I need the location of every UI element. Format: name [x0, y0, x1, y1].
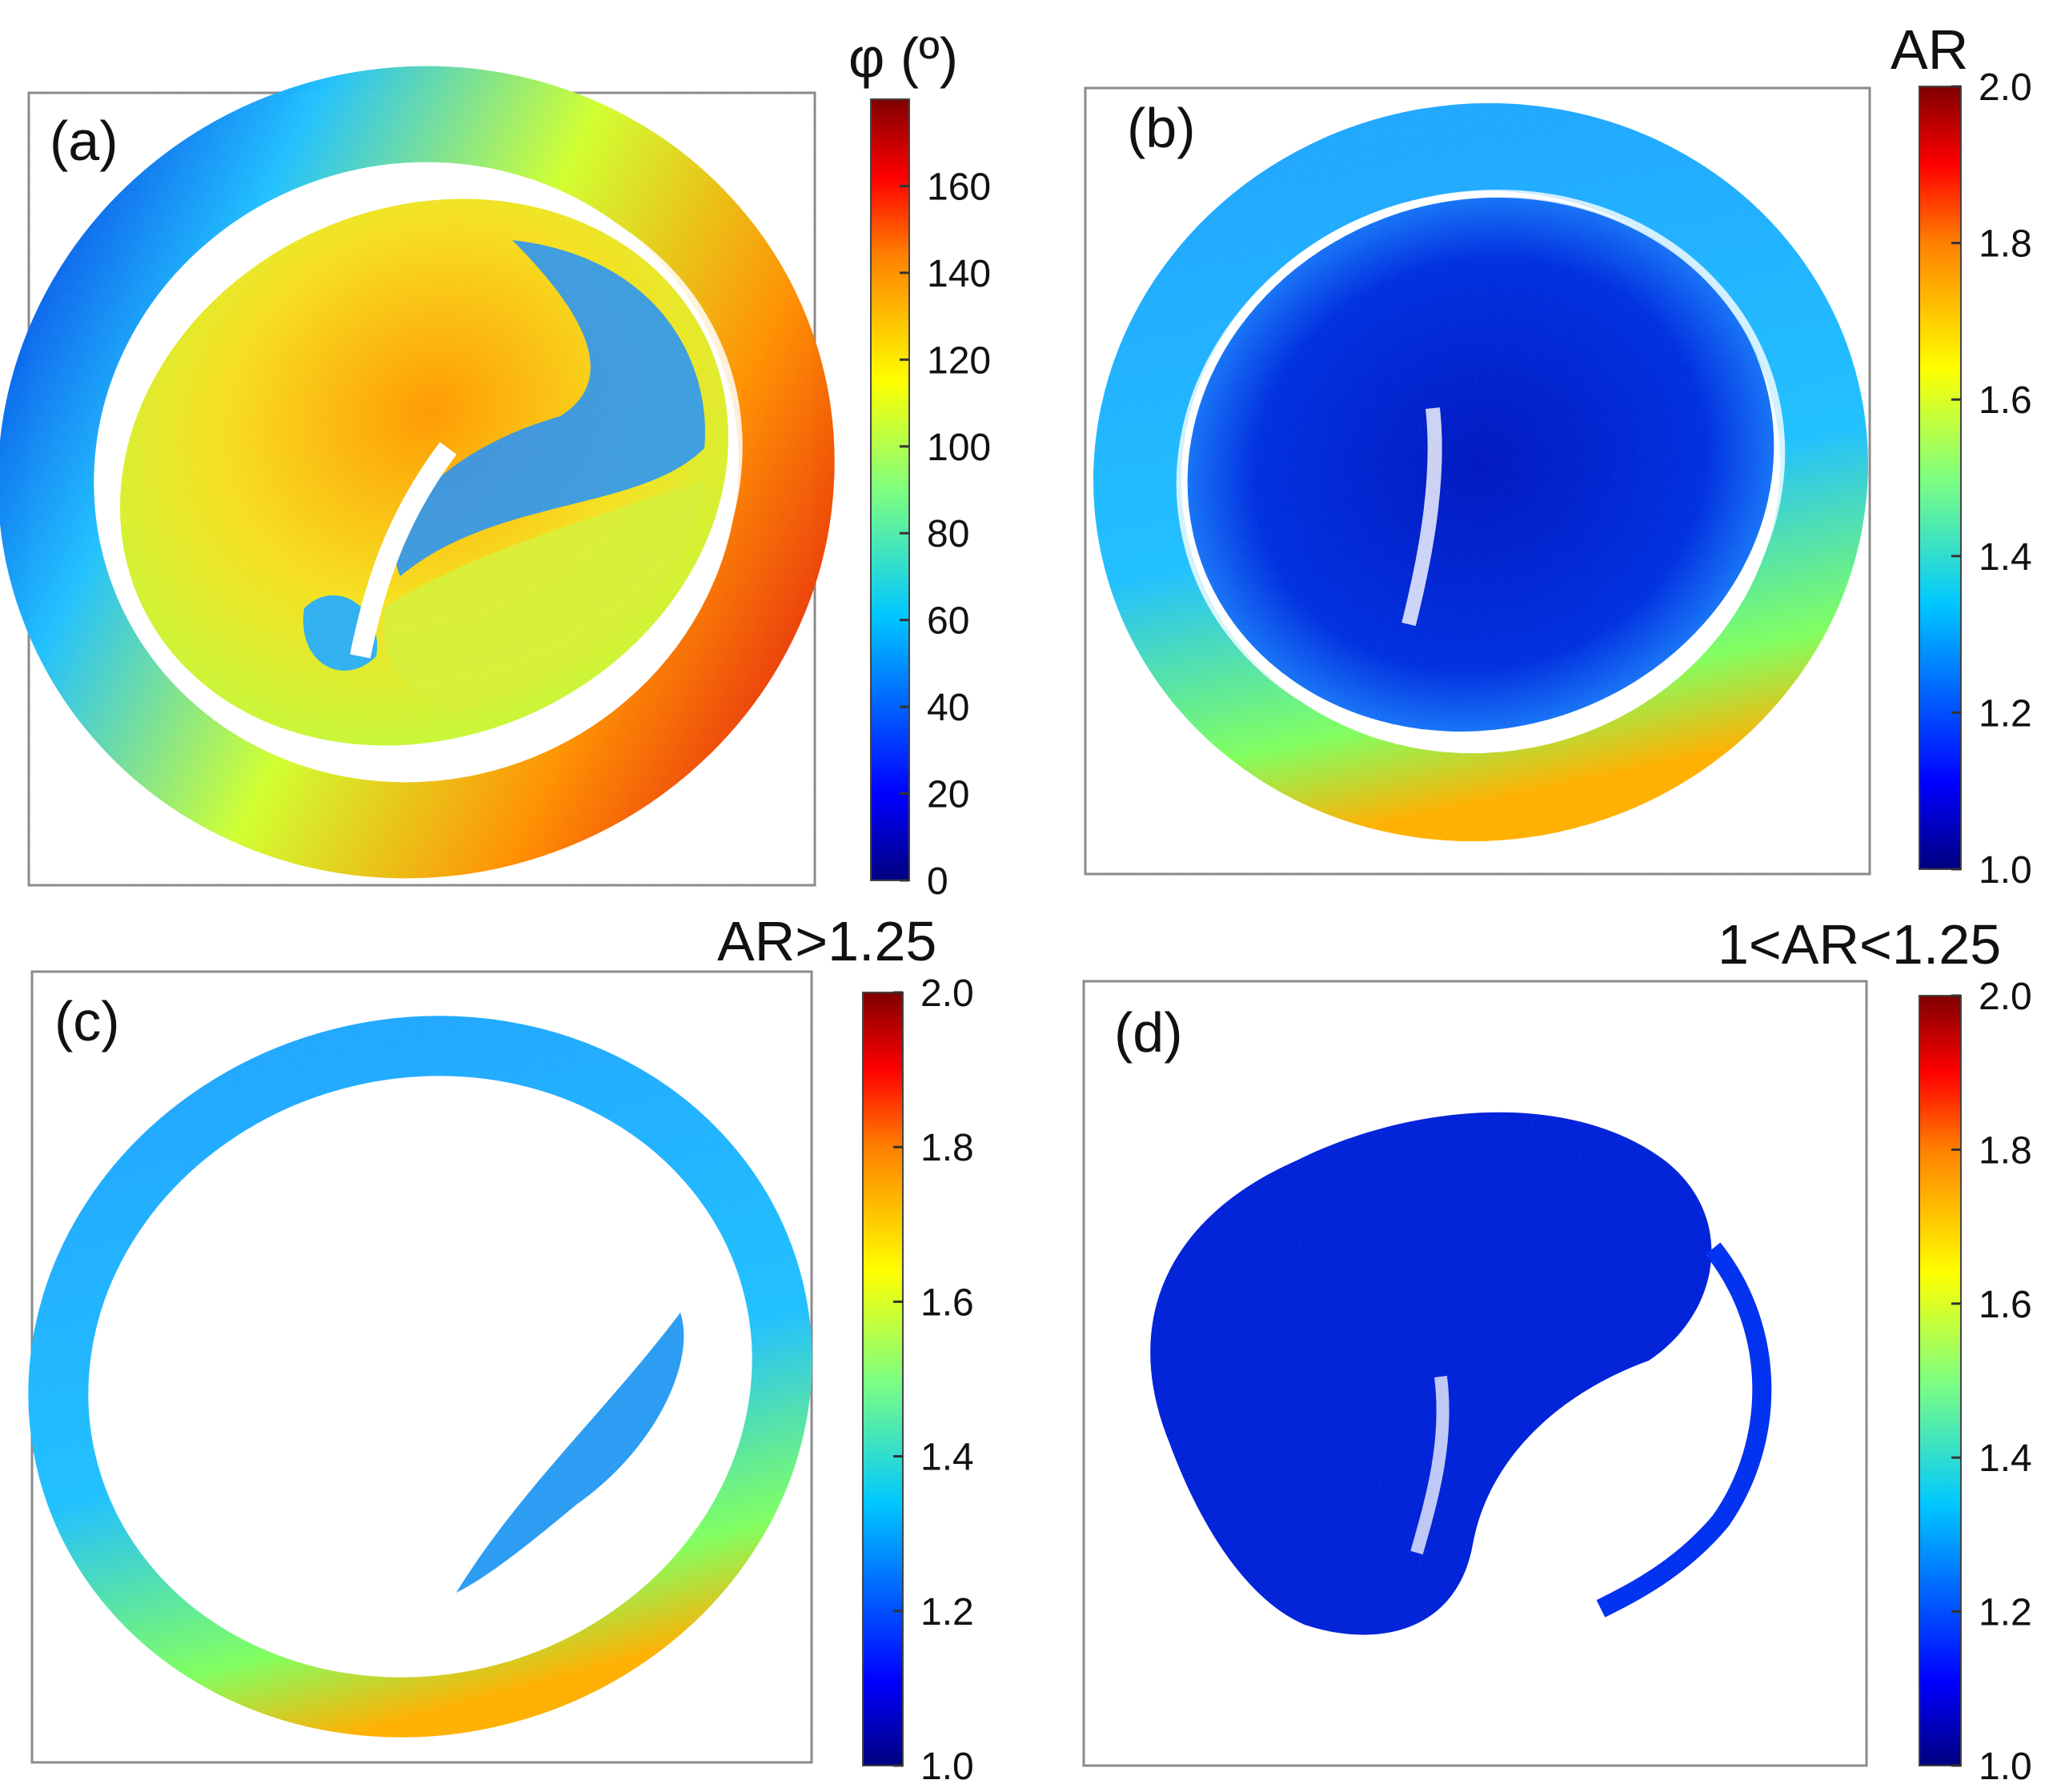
- colorbar-tick-label: 1.6: [1979, 379, 2032, 422]
- colorbar-tick-label: 160: [927, 166, 991, 208]
- panel-label-d: (d): [1114, 1001, 1183, 1064]
- colorbar-a-title: φ (º): [848, 26, 958, 89]
- ar-high-heatmap: [28, 972, 812, 1762]
- panel-label-b: (b): [1127, 97, 1196, 159]
- colorbar-tick-label: 1.6: [920, 1281, 974, 1324]
- grain-overlay-d: [1084, 981, 1867, 1766]
- colorbar-a-ticks: 0 20 40 60 80 100 120 140 160: [900, 166, 991, 903]
- colorbar-tick-label: 1.2: [1979, 692, 2032, 735]
- colorbar-b-gradient: [1919, 86, 1961, 869]
- colorbar-tick-label: 0: [927, 860, 948, 903]
- phi-heatmap: [0, 66, 835, 885]
- colorbar-tick-label: 80: [927, 513, 969, 555]
- colorbar-tick-label: 1.6: [1979, 1284, 2032, 1326]
- grain-overlay-a: [29, 93, 815, 885]
- panel-d: (d) 1<AR<1.25 1.0 1.2 1.4 1.6 1.8 2.0: [1082, 913, 2032, 1788]
- panel-b: (b) AR 1.0 1.2 1.4 1.6 1.8 2.0: [1084, 18, 2032, 892]
- colorbar-tick-label: 1.8: [1979, 223, 2032, 266]
- colorbar-tick-label: 1.2: [1979, 1592, 2032, 1634]
- colorbar-b: AR 1.0 1.2 1.4 1.6 1.8 2.0: [1891, 18, 2032, 892]
- colorbar-tick-label: 1.0: [920, 1746, 974, 1788]
- ar-heatmap: [1085, 88, 1870, 874]
- colorbar-tick-label: 140: [927, 253, 991, 295]
- panel-label-c: (c): [54, 990, 120, 1052]
- colorbar-tick-label: 1.8: [1979, 1129, 2032, 1172]
- colorbar-tick-label: 100: [927, 427, 991, 469]
- colorbar-d-title: 1<AR<1.25: [1718, 913, 2001, 976]
- colorbar-tick-label: 120: [927, 339, 991, 382]
- colorbar-c-title: AR>1.25: [717, 910, 936, 972]
- colorbar-c-frame: [862, 992, 904, 1766]
- colorbar-d-frame: [1919, 995, 1962, 1766]
- colorbar-tick-label: 1.8: [920, 1127, 974, 1169]
- colorbar-b-frame: [1919, 86, 1962, 870]
- grain-overlay-c: [32, 972, 812, 1762]
- colorbar-d: 1<AR<1.25 1.0 1.2 1.4 1.6 1.8 2.0: [1718, 913, 2032, 1788]
- colorbar-a: φ (º) 0 20 40 60 80 100 120 140 160: [848, 26, 991, 903]
- grain-overlay-b: [1085, 88, 1870, 874]
- colorbar-tick-label: 40: [927, 687, 969, 729]
- colorbar-tick-label: 1.4: [1979, 1437, 2032, 1480]
- panel-c: (c) AR>1.25 1.0 1.2 1.4 1.6 1.8 2.0: [28, 910, 974, 1788]
- colorbar-tick-label: 1.4: [1979, 536, 2032, 579]
- colorbar-b-ticks: 1.0 1.2 1.4 1.6 1.8 2.0: [1951, 66, 2032, 892]
- colorbar-c-ticks: 1.0 1.2 1.4 1.6 1.8 2.0: [893, 972, 974, 1788]
- colorbar-c-gradient: [863, 992, 903, 1766]
- colorbar-tick-label: 60: [927, 600, 969, 643]
- colorbar-tick-label: 2.0: [920, 972, 974, 1015]
- ar-low-heatmap: [1084, 981, 1867, 1766]
- colorbar-a-frame: [870, 98, 910, 881]
- panel-a: (a) φ (º) 0 20 40 60 80 100 120 140 160: [0, 26, 991, 903]
- colorbar-d-gradient: [1919, 996, 1961, 1766]
- colorbar-tick-label: 1.4: [920, 1437, 974, 1479]
- colorbar-d-ticks: 1.0 1.2 1.4 1.6 1.8 2.0: [1951, 976, 2032, 1788]
- colorbar-b-title: AR: [1891, 18, 1968, 81]
- colorbar-a-gradient: [871, 99, 909, 880]
- colorbar-c: AR>1.25 1.0 1.2 1.4 1.6 1.8 2.0: [717, 910, 974, 1788]
- colorbar-tick-label: 2.0: [1979, 66, 2032, 109]
- colorbar-tick-label: 2.0: [1979, 976, 2032, 1018]
- colorbar-tick-label: 1.0: [1979, 1746, 2032, 1788]
- colorbar-tick-label: 1.2: [920, 1591, 974, 1634]
- colorbar-tick-label: 1.0: [1979, 849, 2032, 892]
- colorbar-tick-label: 20: [927, 774, 969, 816]
- panel-label-a: (a): [50, 110, 118, 172]
